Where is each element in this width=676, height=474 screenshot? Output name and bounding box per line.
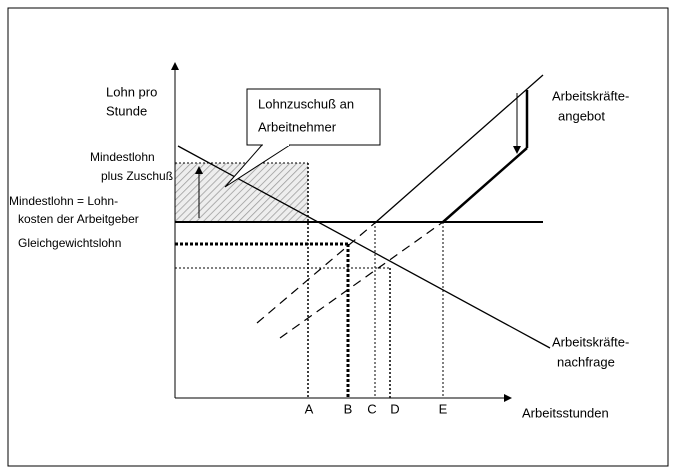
frame [7, 7, 669, 467]
supply-label: angebot [558, 108, 605, 123]
wage-label: plus Zuschuß [101, 169, 173, 183]
wage-label: Mindestlohn = Lohn- [9, 194, 118, 208]
point-label: E [439, 401, 448, 416]
callout-text: Arbeitnehmer [258, 119, 337, 134]
x-axis-label: Arbeitsstunden [522, 405, 609, 420]
point-label: A [305, 401, 314, 416]
demand-label: nachfrage [557, 354, 615, 369]
y-axis-label: Stunde [106, 103, 147, 118]
wage-label: Gleichgewichtslohn [18, 236, 121, 250]
point-label: C [367, 401, 376, 416]
y-axis-label: Lohn pro [106, 84, 157, 99]
lines [171, 62, 551, 402]
wage-label: kosten der Arbeitgeber [18, 212, 139, 226]
supply-label: Arbeitskräfte- [552, 88, 629, 103]
point-label: D [390, 401, 399, 416]
point-label: B [344, 401, 353, 416]
callout-text: Lohnzuschuß an [258, 96, 354, 111]
demand-label: Arbeitskräfte- [552, 334, 629, 349]
wage-label: Mindestlohn [90, 150, 155, 164]
